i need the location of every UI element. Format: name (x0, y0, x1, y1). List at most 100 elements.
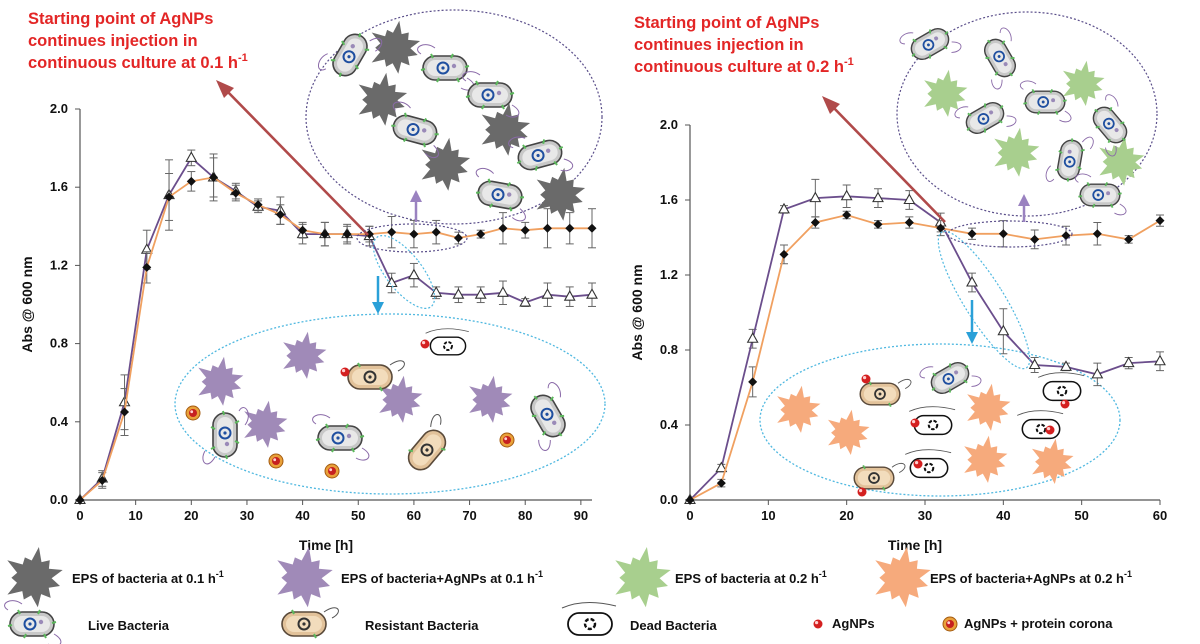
x-tick-label: 60 (407, 508, 421, 523)
x-tick-label: 30 (918, 508, 932, 523)
y-tick-label: 0.8 (50, 336, 68, 351)
x-tick-label: 20 (184, 508, 198, 523)
data-point (1155, 216, 1165, 226)
x-tick-label: 10 (761, 508, 775, 523)
data-point (1091, 367, 1104, 379)
eps-starburst-icon (777, 385, 821, 433)
legend-eps-ag-02: EPS of bacteria+AgNPs at 0.2 h-1 (930, 569, 1132, 586)
y-tick-label: 1.6 (50, 179, 68, 194)
data-point (385, 276, 398, 288)
data-point (872, 191, 884, 203)
data-point (1028, 358, 1041, 370)
left-small-ellipse-top (356, 223, 468, 253)
eps-starburst-icon (924, 69, 968, 117)
data-point (1122, 356, 1135, 368)
legend-eps-02-sup: -1 (819, 569, 827, 579)
eps-starburst-icon (1032, 438, 1074, 484)
legend-live: Live Bacteria (88, 618, 170, 633)
eps-starburst-icon (244, 400, 288, 448)
legend-eps-ag-02-label: EPS of bacteria+AgNPs at 0.2 h (930, 571, 1124, 586)
legend-eps-ag-02-icon (875, 547, 931, 608)
data-point (75, 495, 85, 505)
eps-starburst-icon (379, 375, 423, 423)
x-tick-label: 70 (462, 508, 476, 523)
data-point (998, 229, 1008, 239)
agnp-particle-icon (1045, 425, 1055, 435)
live-bacterium-icon (1074, 173, 1127, 216)
legend-dead: Dead Bacteria (630, 618, 717, 633)
live-bacterium-icon (1044, 129, 1096, 189)
data-point (746, 332, 759, 343)
agnp-particle-icon (913, 459, 923, 469)
agnp-particle-icon (861, 374, 871, 384)
data-point (541, 288, 554, 299)
eps-starburst-icon (358, 72, 408, 126)
data-point (779, 249, 789, 259)
data-point (453, 233, 463, 243)
x-tick-label: 60 (1153, 508, 1167, 523)
x-tick-label: 30 (240, 508, 254, 523)
data-point (586, 288, 598, 299)
y-axis-label: Abs @ 600 nm (19, 256, 35, 352)
agnp-particle-icon (813, 619, 823, 629)
y-tick-label: 1.2 (50, 257, 68, 272)
y-tick-label: 0.4 (660, 417, 679, 432)
agnp-particle-icon (1060, 399, 1070, 409)
eps-starburst-icon (536, 167, 586, 221)
right-purple-arrowhead (1018, 194, 1030, 206)
legend-eps-ag-01-icon (277, 547, 333, 608)
left-red-arrowhead (216, 80, 234, 98)
y-axis-label: Abs @ 600 nm (629, 264, 645, 360)
agnp-protein-corona-icon (185, 405, 201, 421)
live-bacterium-icon (201, 406, 250, 465)
y-tick-label: 0.8 (660, 342, 678, 357)
data-point (120, 407, 130, 417)
eps-starburst-icon (1099, 136, 1145, 186)
x-tick-label: 80 (518, 508, 532, 523)
y-tick-label: 0.0 (50, 492, 68, 507)
live-bacterium-icon (514, 379, 584, 454)
data-point (231, 188, 241, 198)
data-point (387, 227, 397, 237)
dead-bacterium-icon (904, 448, 953, 479)
data-point (715, 461, 728, 473)
series-line (689, 195, 1161, 501)
data-point (498, 223, 508, 233)
eps-starburst-icon (421, 137, 471, 191)
eps-starburst-icon (371, 20, 421, 74)
chart-right: 0 10 20 30 40 50 60 0.0 0.4 0.8 1.2 1.6 2.0 Time [h] A… (629, 117, 1167, 553)
eps-starburst-icon (875, 547, 931, 608)
legend-eps-01-label: EPS of bacteria at 0.1 h (72, 571, 216, 586)
left-bottom-ellipse (174, 313, 606, 495)
left-red-arrow (223, 87, 369, 236)
eps-starburst-icon (828, 409, 870, 455)
left-top-ellipse (305, 9, 603, 225)
x-tick-label: 0 (76, 508, 83, 523)
eps-starburst-icon (277, 547, 333, 608)
eps-starburst-icon (469, 375, 513, 423)
data-point (185, 151, 198, 162)
agnp-particle-icon (340, 367, 350, 377)
data-point (186, 176, 196, 186)
agnp-particle-icon (910, 418, 920, 428)
x-tick-label: 0 (686, 508, 693, 523)
x-axis-label: Time [h] (299, 537, 353, 553)
dead-bacterium-icon (424, 327, 470, 356)
chart-left: 0 10 20 30 40 50 60 70 80 90 0.0 0.4 0.8 1.2 1.6 2.0 Tim… (19, 101, 598, 553)
data-point (565, 223, 575, 233)
data-point (842, 210, 852, 220)
resistant-bacterium-icon (859, 378, 912, 408)
live-bacterium-icon (311, 413, 370, 462)
y-tick-label: 2.0 (50, 101, 68, 116)
data-point (474, 288, 487, 299)
y-tick-label: 0.4 (50, 414, 69, 429)
data-point (209, 172, 219, 182)
eps-starburst-icon (967, 383, 1011, 431)
right-red-arrowhead (822, 96, 840, 114)
resistant-bacterium-icon (281, 606, 340, 639)
data-point (685, 495, 695, 505)
eps-starburst-icon (994, 127, 1040, 177)
data-point (810, 218, 820, 227)
left-top-illustration (315, 17, 586, 223)
